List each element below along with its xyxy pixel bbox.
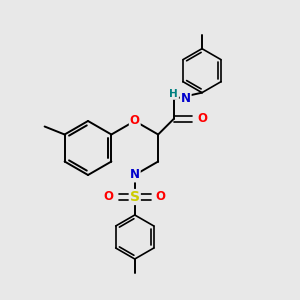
Text: O: O xyxy=(130,115,140,128)
Text: N: N xyxy=(181,92,191,105)
Text: H: H xyxy=(169,89,178,99)
Text: S: S xyxy=(130,190,140,204)
Text: O: O xyxy=(156,190,166,203)
Text: N: N xyxy=(130,169,140,182)
Text: O: O xyxy=(104,190,114,203)
Text: O: O xyxy=(198,112,208,125)
